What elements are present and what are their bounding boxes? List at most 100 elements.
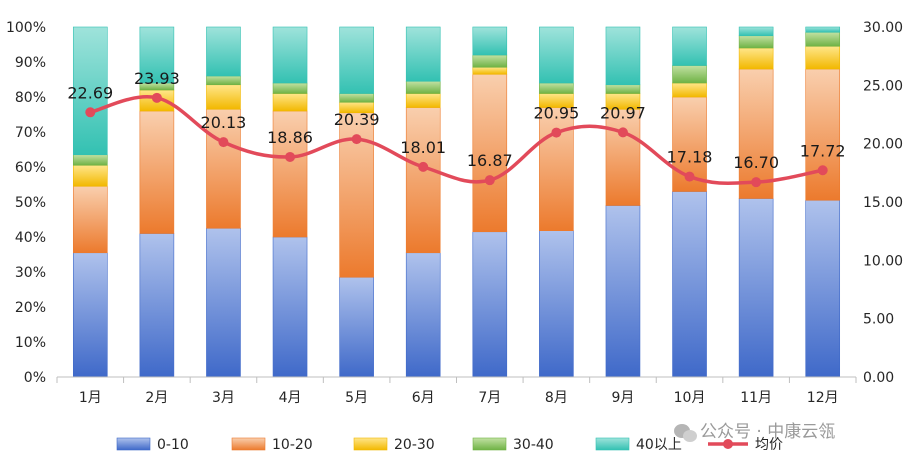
bar-segment xyxy=(206,108,241,229)
legend-layer: 0-10 10-20 20-30 30-40 40以上 均价 xyxy=(116,437,783,453)
y2-tick-label: 20.00 xyxy=(863,137,903,153)
avg-price-point xyxy=(684,171,695,182)
labels-layer: 22.69 23.93 20.13 18.86 20.39 18.01 16.87 20.95… xyxy=(67,69,845,172)
avg-price-point xyxy=(751,177,762,188)
y-tick-label: 20% xyxy=(15,300,46,316)
bars-layer xyxy=(72,26,841,378)
bar-segment xyxy=(738,198,774,378)
avg-price-label: 18.86 xyxy=(267,128,313,147)
bar-segment xyxy=(72,185,108,254)
bar-segment xyxy=(206,227,241,378)
x-tick-label: 12月 xyxy=(807,390,839,406)
avg-price-label: 17.18 xyxy=(667,148,713,167)
y2-tick-label: 30.00 xyxy=(863,20,903,36)
legend-swatch xyxy=(353,437,388,451)
bar-segment xyxy=(805,26,841,33)
bar-segment xyxy=(805,45,841,70)
legend-label: 30-40 xyxy=(513,437,554,453)
bar-segment xyxy=(272,236,308,378)
avg-price-point xyxy=(218,137,229,148)
avg-price-point xyxy=(285,151,296,162)
avg-price-label: 17.72 xyxy=(800,141,846,160)
line-layer xyxy=(85,92,828,188)
bar-segment xyxy=(272,93,308,112)
bar-segment xyxy=(206,75,241,86)
x-tick-label: 1月 xyxy=(79,390,102,406)
bar-segment xyxy=(805,199,841,378)
avg-price-label: 20.39 xyxy=(334,110,380,129)
bar-segment xyxy=(605,84,641,94)
bar-segment xyxy=(339,93,374,103)
legend-label: 10-20 xyxy=(272,437,313,453)
wechat-icon xyxy=(674,424,697,442)
bar-segment xyxy=(206,26,241,77)
y-tick-label: 10% xyxy=(15,335,46,351)
y-tick-label: 100% xyxy=(6,20,46,36)
bar-segment xyxy=(139,233,175,378)
bar-segment xyxy=(272,110,308,238)
avg-price-point xyxy=(817,165,828,176)
watermark-layer: 公众号 · 中康云瓴 xyxy=(674,422,835,442)
avg-price-label: 18.01 xyxy=(400,138,446,157)
avg-price-label: 16.70 xyxy=(733,153,779,172)
bar-segment xyxy=(539,26,574,84)
legend-line-marker xyxy=(723,439,733,449)
legend-swatch xyxy=(116,437,151,451)
x-tick-label: 6月 xyxy=(412,390,435,406)
legend-label: 0-10 xyxy=(157,437,189,453)
avg-price-line xyxy=(88,95,825,186)
x-tick-label: 5月 xyxy=(345,390,368,406)
bar-segment xyxy=(539,107,574,231)
y2-tick-label: 0.00 xyxy=(863,370,894,386)
legend-label: 40以上 xyxy=(636,437,682,453)
avg-price-label: 20.13 xyxy=(201,113,247,132)
y-tick-label: 40% xyxy=(15,230,46,246)
legend-label: 20-30 xyxy=(394,437,435,453)
y-tick-label: 80% xyxy=(15,90,46,106)
y-tick-label: 30% xyxy=(15,265,46,281)
y-tick-label: 60% xyxy=(15,160,46,176)
avg-price-label: 20.97 xyxy=(600,103,646,122)
bar-segment xyxy=(472,54,508,68)
bar-segment xyxy=(405,93,441,108)
bar-segment xyxy=(272,26,308,84)
bar-segment xyxy=(272,82,308,94)
bar-segment xyxy=(672,191,707,378)
bar-segment xyxy=(472,26,508,56)
legend-swatch xyxy=(595,437,630,451)
bar-segment xyxy=(72,164,108,187)
avg-price-point xyxy=(418,161,429,172)
bar-segment xyxy=(405,252,441,378)
bar-segment xyxy=(339,276,374,378)
avg-price-point xyxy=(617,127,628,138)
y-tick-label: 90% xyxy=(15,55,46,71)
bar-segment xyxy=(738,47,774,70)
bar-segment xyxy=(339,26,374,94)
x-tick-label: 10月 xyxy=(674,390,706,406)
bar-segment xyxy=(605,205,641,378)
y2-tick-label: 5.00 xyxy=(863,312,894,328)
avg-price-point xyxy=(151,92,162,103)
bar-segment xyxy=(672,82,707,98)
legend-swatch xyxy=(231,437,266,451)
bar-segment xyxy=(405,26,441,82)
avg-price-point xyxy=(484,175,495,186)
bar-segment xyxy=(472,73,508,233)
bar-segment xyxy=(605,108,641,206)
x-tick-label: 9月 xyxy=(611,390,634,406)
bar-segment xyxy=(539,230,574,378)
avg-price-point xyxy=(351,134,362,145)
y2-tick-label: 15.00 xyxy=(863,195,903,211)
x-tick-label: 3月 xyxy=(212,390,235,406)
avg-price-label: 22.69 xyxy=(67,83,113,102)
watermark-text: 公众号 · 中康云瓴 xyxy=(700,422,835,442)
avg-price-label: 23.93 xyxy=(134,69,180,88)
bar-segment xyxy=(805,31,841,47)
bar-segment xyxy=(738,68,774,199)
y2-tick-label: 25.00 xyxy=(863,78,903,94)
bar-segment xyxy=(605,26,641,86)
bar-segment xyxy=(672,26,707,66)
bar-segment xyxy=(72,26,108,156)
